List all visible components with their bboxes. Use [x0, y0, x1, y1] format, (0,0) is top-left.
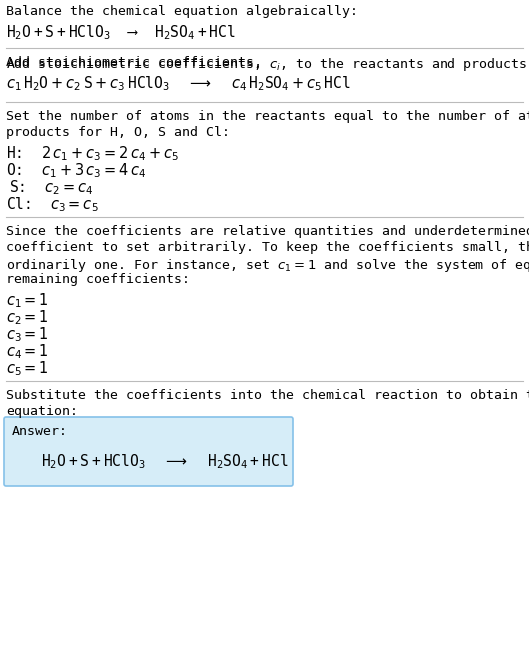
- Text: $c_4 = 1$: $c_4 = 1$: [6, 342, 49, 360]
- Text: Cl:  $c_3 = c_5$: Cl: $c_3 = c_5$: [6, 195, 98, 214]
- Text: Since the coefficients are relative quantities and underdetermined, choose a: Since the coefficients are relative quan…: [6, 225, 529, 238]
- Text: $c_5 = 1$: $c_5 = 1$: [6, 359, 49, 378]
- Text: remaining coefficients:: remaining coefficients:: [6, 273, 190, 286]
- Text: O:  $c_1 + 3\,c_3 = 4\,c_4$: O: $c_1 + 3\,c_3 = 4\,c_4$: [6, 161, 147, 180]
- Text: $\mathdefault{H_2O + S + HClO_3}$  ⟶  $\mathdefault{H_2SO_4 + HCl}$: $\mathdefault{H_2O + S + HClO_3}$ ⟶ $\ma…: [6, 23, 235, 41]
- Text: Answer:: Answer:: [12, 425, 68, 438]
- Text: Substitute the coefficients into the chemical reaction to obtain the balanced: Substitute the coefficients into the che…: [6, 389, 529, 402]
- Text: $c_1 = 1$: $c_1 = 1$: [6, 291, 49, 310]
- Text: equation:: equation:: [6, 405, 78, 418]
- Text: Balance the chemical equation algebraically:: Balance the chemical equation algebraica…: [6, 5, 358, 18]
- Text: Add stoichiometric coefficients,: Add stoichiometric coefficients,: [6, 56, 270, 69]
- Text: $c_3 = 1$: $c_3 = 1$: [6, 325, 49, 344]
- FancyBboxPatch shape: [4, 417, 293, 486]
- Text: coefficient to set arbitrarily. To keep the coefficients small, the arbitrary va: coefficient to set arbitrarily. To keep …: [6, 241, 529, 254]
- Text: S:  $c_2 = c_4$: S: $c_2 = c_4$: [9, 178, 93, 197]
- Text: H:  $2\,c_1 + c_3 = 2\,c_4 + c_5$: H: $2\,c_1 + c_3 = 2\,c_4 + c_5$: [6, 144, 179, 162]
- Text: $c_2 = 1$: $c_2 = 1$: [6, 308, 49, 327]
- Text: products for H, O, S and Cl:: products for H, O, S and Cl:: [6, 126, 230, 139]
- Text: $c_1\,\mathdefault{H_2O} + c_2\,\mathdefault{S} + c_3\,\mathdefault{HClO_3}$  $\: $c_1\,\mathdefault{H_2O} + c_2\,\mathdef…: [6, 74, 351, 93]
- Text: Add stoichiometric coefficients, $c_i$, to the reactants and products:: Add stoichiometric coefficients, $c_i$, …: [6, 56, 529, 73]
- Text: $\mathdefault{H_2O + S + HClO_3}$  $\longrightarrow$  $\mathdefault{H_2SO_4 + HC: $\mathdefault{H_2O + S + HClO_3}$ $\long…: [41, 452, 288, 471]
- Text: Set the number of atoms in the reactants equal to the number of atoms in the: Set the number of atoms in the reactants…: [6, 110, 529, 123]
- Text: ordinarily one. For instance, set $c_1 = 1$ and solve the system of equations fo: ordinarily one. For instance, set $c_1 =…: [6, 257, 529, 274]
